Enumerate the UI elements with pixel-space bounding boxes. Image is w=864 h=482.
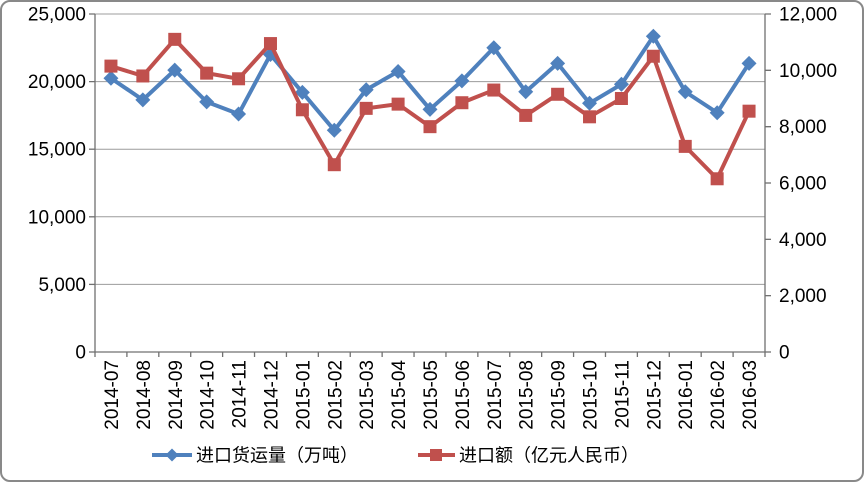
series-2-marker xyxy=(646,49,660,63)
x-axis-category-label: 2016-01 xyxy=(676,360,697,430)
series-2-marker xyxy=(168,32,182,46)
series-1-marker xyxy=(486,40,502,56)
left-axis-tick-label: 10,000 xyxy=(28,207,86,228)
right-axis-tick-label: 8,000 xyxy=(779,117,827,138)
series-1-marker xyxy=(167,62,183,78)
series-2-marker xyxy=(232,72,246,86)
series-1-marker xyxy=(135,92,151,108)
x-axis-category-label: 2015-09 xyxy=(549,360,570,430)
series-2-marker xyxy=(614,92,628,105)
x-axis-category-label: 2014-11 xyxy=(230,360,251,428)
x-axis-category-label: 2015-04 xyxy=(389,360,410,430)
series-1-marker xyxy=(454,73,470,89)
series-1-marker xyxy=(613,76,629,92)
series-1-marker xyxy=(709,105,725,121)
series-1-marker xyxy=(422,101,438,117)
legend-diamond-marker-icon xyxy=(165,448,179,462)
legend-square-marker-icon xyxy=(430,449,442,461)
x-axis-category-label: 2014-07 xyxy=(102,360,123,430)
x-axis-category-label: 2015-07 xyxy=(485,360,506,430)
right-axis-tick-label: 4,000 xyxy=(779,230,827,251)
series-2-marker xyxy=(710,172,724,186)
left-axis-tick-label: 20,000 xyxy=(28,72,86,93)
series-2-marker xyxy=(487,83,501,97)
left-axis-tick-label: 25,000 xyxy=(28,5,86,26)
x-axis-category-label: 2015-11 xyxy=(612,360,633,428)
x-axis-category-label: 2015-12 xyxy=(644,360,665,430)
series-2-marker xyxy=(678,139,692,153)
series-1-marker xyxy=(294,84,310,100)
right-axis-tick-label: 0 xyxy=(779,343,790,364)
x-axis-category-label: 2015-01 xyxy=(293,360,314,430)
series-2-marker xyxy=(104,59,118,73)
left-axis-tick-label: 0 xyxy=(75,343,86,364)
x-axis-category-label: 2016-02 xyxy=(708,360,729,430)
x-axis-category-label: 2015-10 xyxy=(581,360,602,430)
series-1-marker xyxy=(677,84,693,100)
series-1-marker xyxy=(645,28,661,44)
left-axis-tick-label: 15,000 xyxy=(28,140,86,161)
x-axis-category-label: 2014-12 xyxy=(261,360,282,430)
right-axis-tick-label: 2,000 xyxy=(779,286,827,307)
series-2-marker xyxy=(423,120,437,134)
x-axis-category-label: 2016-03 xyxy=(740,360,761,430)
x-axis-category-label: 2015-06 xyxy=(453,360,474,430)
series-2-marker xyxy=(359,101,373,115)
series-1-marker xyxy=(390,63,406,79)
x-axis-category-label: 2015-05 xyxy=(421,360,442,430)
series-1-marker xyxy=(103,70,119,86)
series-1-marker xyxy=(231,106,247,122)
series-2-marker xyxy=(200,66,214,80)
series-2-marker xyxy=(391,97,405,111)
series-2-marker xyxy=(551,87,565,101)
legend-item-label-1: 进口货运量（万吨） xyxy=(196,446,358,466)
series-2-marker xyxy=(263,37,277,51)
x-axis-category-label: 2014-08 xyxy=(134,360,155,430)
x-axis-category-label: 2015-03 xyxy=(357,360,378,430)
series-2-marker xyxy=(295,103,309,117)
x-axis-category-label: 2014-09 xyxy=(166,360,187,430)
x-axis-category-label: 2014-10 xyxy=(198,360,219,430)
series-2-marker xyxy=(327,158,341,172)
left-axis-tick-label: 5,000 xyxy=(38,275,86,296)
series-1-marker xyxy=(518,84,534,100)
x-axis-category-label: 2015-02 xyxy=(325,360,346,430)
series-1-marker xyxy=(358,82,374,98)
series-2-marker xyxy=(583,110,597,124)
x-axis-category-label: 2015-08 xyxy=(517,360,538,430)
series-2-marker xyxy=(136,69,150,83)
series-2-marker xyxy=(742,104,756,118)
right-axis-tick-label: 10,000 xyxy=(779,61,837,82)
series-2-marker xyxy=(455,96,469,110)
series-1-marker xyxy=(199,94,215,110)
right-axis-tick-label: 6,000 xyxy=(779,174,827,195)
series-1-marker xyxy=(741,55,757,71)
right-axis-tick-label: 12,000 xyxy=(779,5,837,26)
series-1-marker xyxy=(550,55,566,71)
series-1-marker xyxy=(326,122,342,138)
series-1-marker xyxy=(582,95,598,111)
series-2-marker xyxy=(519,108,533,122)
legend-item-label-2: 进口额（亿元人民币） xyxy=(459,446,639,466)
